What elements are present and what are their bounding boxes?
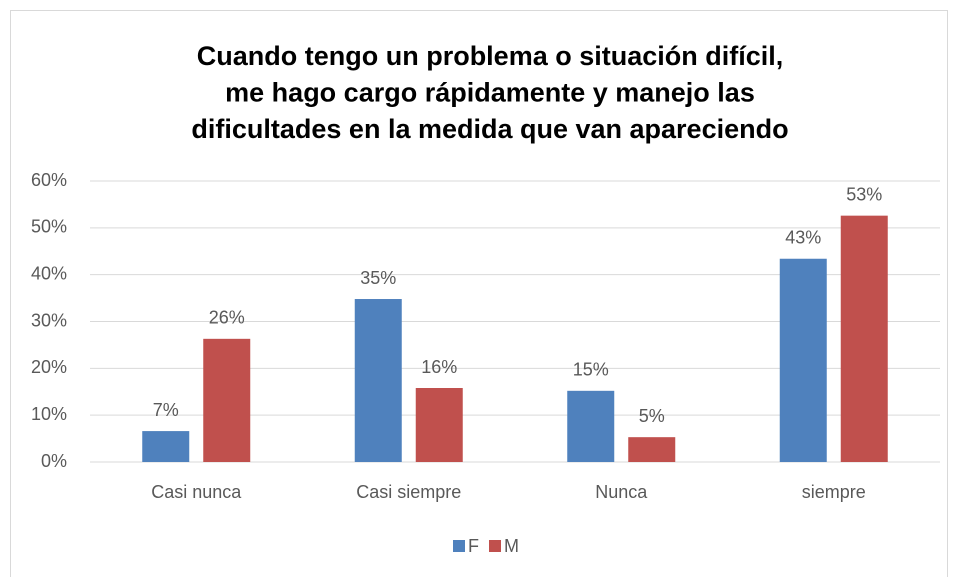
y-tick-label: 60% — [31, 170, 67, 190]
y-tick-label: 0% — [41, 451, 67, 471]
x-tick-label: Nunca — [595, 482, 648, 502]
data-label: 35% — [360, 268, 396, 288]
x-tick-label: Casi siempre — [356, 482, 461, 502]
y-tick-label: 40% — [31, 263, 67, 283]
x-tick-label: siempre — [802, 482, 866, 502]
data-label: 15% — [573, 360, 609, 380]
y-tick-label: 30% — [31, 310, 67, 330]
bar — [415, 388, 463, 462]
chart-title: me hago cargo rápidamente y manejo las — [225, 78, 755, 108]
bar — [567, 390, 615, 462]
bar — [203, 338, 251, 462]
bar — [840, 215, 888, 462]
data-label: 16% — [421, 357, 457, 377]
data-label: 26% — [209, 308, 245, 328]
data-label: 43% — [785, 227, 821, 247]
legend-label: F — [468, 536, 479, 556]
y-tick-label: 50% — [31, 217, 67, 237]
x-tick-label: Casi nunca — [151, 482, 242, 502]
y-tick-label: 20% — [31, 357, 67, 377]
bar — [354, 299, 402, 462]
data-label: 53% — [846, 184, 882, 204]
data-label: 5% — [639, 406, 665, 426]
legend-label: M — [504, 536, 519, 556]
bar — [779, 258, 827, 462]
chart-title: dificultades en la medida que van aparec… — [191, 114, 788, 144]
y-tick-label: 10% — [31, 404, 67, 424]
bar — [142, 431, 190, 462]
chart-title: Cuando tengo un problema o situación dif… — [197, 41, 784, 71]
legend-swatch — [489, 540, 501, 552]
legend-swatch — [453, 540, 465, 552]
data-label: 7% — [153, 400, 179, 420]
bar — [628, 437, 676, 462]
